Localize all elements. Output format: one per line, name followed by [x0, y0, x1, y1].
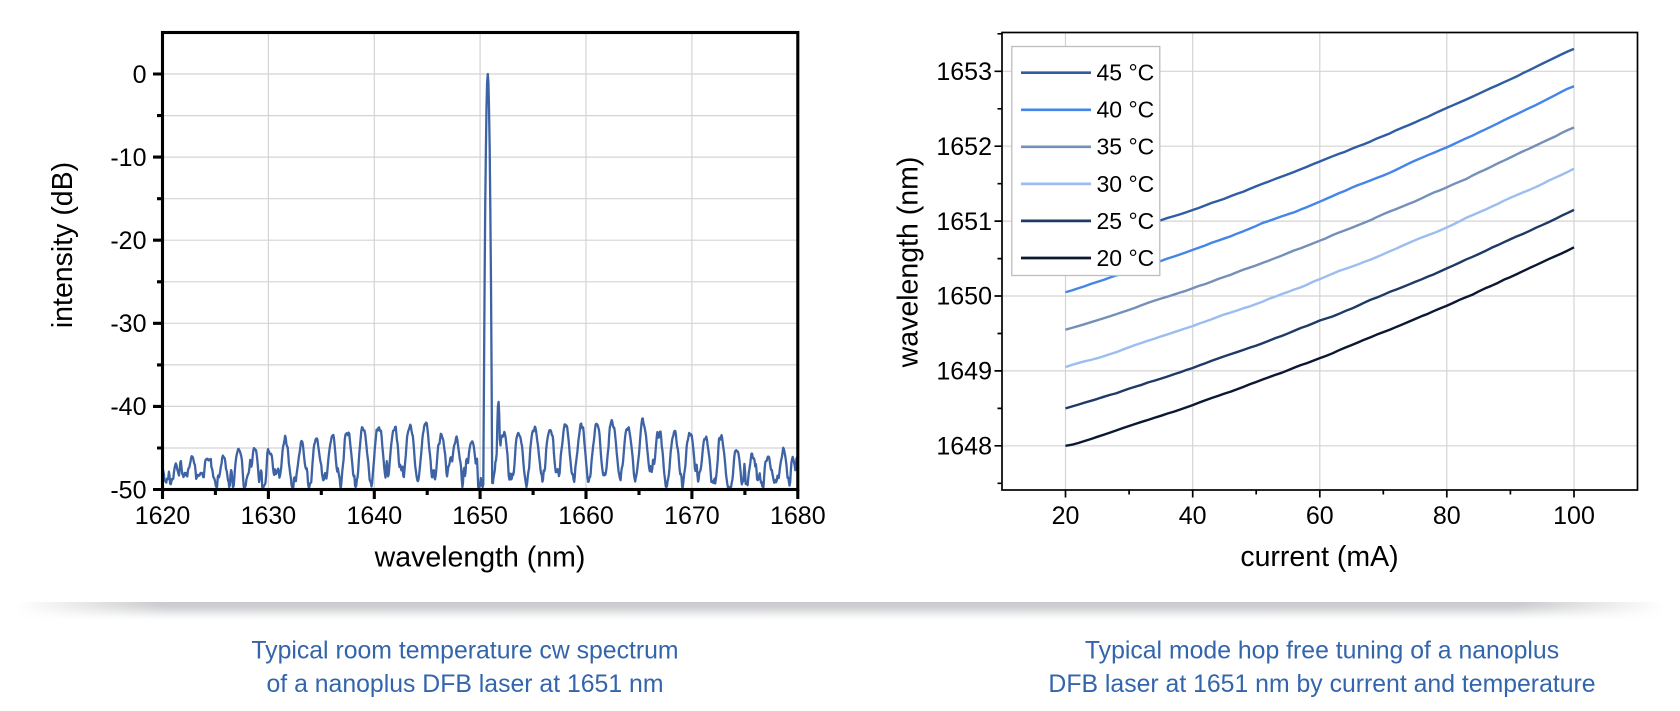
svg-text:0: 0: [133, 61, 147, 89]
svg-text:-50: -50: [110, 476, 146, 504]
svg-text:current (mA): current (mA): [1240, 541, 1398, 573]
svg-text:DFB laser at 1651 nm by curren: DFB laser at 1651 nm by current and temp…: [1048, 671, 1595, 698]
svg-text:1653: 1653: [936, 58, 992, 86]
svg-text:20: 20: [1052, 502, 1080, 530]
svg-text:-40: -40: [110, 393, 146, 421]
svg-text:Typical mode hop free tuning o: Typical mode hop free tuning of a nanopl…: [1085, 637, 1559, 664]
svg-text:1680: 1680: [770, 502, 826, 530]
svg-text:1652: 1652: [936, 133, 992, 161]
svg-text:40: 40: [1179, 502, 1207, 530]
svg-text:1651: 1651: [936, 208, 992, 236]
svg-text:1620: 1620: [135, 502, 191, 530]
svg-text:1670: 1670: [664, 502, 720, 530]
svg-text:1650: 1650: [936, 283, 992, 311]
svg-text:1648: 1648: [936, 433, 992, 461]
svg-text:35 °C: 35 °C: [1097, 134, 1155, 160]
svg-text:wavelength (nm): wavelength (nm): [893, 157, 925, 369]
svg-text:60: 60: [1306, 502, 1334, 530]
svg-text:1630: 1630: [241, 502, 297, 530]
svg-text:of a nanoplus DFB laser at 165: of a nanoplus DFB laser at 1651 nm: [267, 671, 664, 698]
svg-text:wavelength (nm): wavelength (nm): [374, 542, 586, 574]
svg-text:1660: 1660: [558, 502, 614, 530]
svg-text:1640: 1640: [346, 502, 402, 530]
svg-text:1650: 1650: [452, 502, 508, 530]
svg-text:25 °C: 25 °C: [1097, 208, 1155, 234]
svg-text:1649: 1649: [936, 358, 992, 386]
svg-text:Typical room temperature cw sp: Typical room temperature cw spectrum: [251, 637, 678, 664]
svg-text:30 °C: 30 °C: [1097, 171, 1155, 197]
svg-text:-10: -10: [110, 144, 146, 172]
svg-text:45 °C: 45 °C: [1097, 60, 1155, 86]
svg-text:intensity (dB): intensity (dB): [47, 162, 79, 328]
svg-text:-20: -20: [110, 227, 146, 255]
svg-text:-30: -30: [110, 310, 146, 338]
svg-text:80: 80: [1433, 502, 1461, 530]
svg-text:100: 100: [1553, 502, 1595, 530]
svg-text:20 °C: 20 °C: [1097, 245, 1155, 271]
svg-text:40 °C: 40 °C: [1097, 97, 1155, 123]
